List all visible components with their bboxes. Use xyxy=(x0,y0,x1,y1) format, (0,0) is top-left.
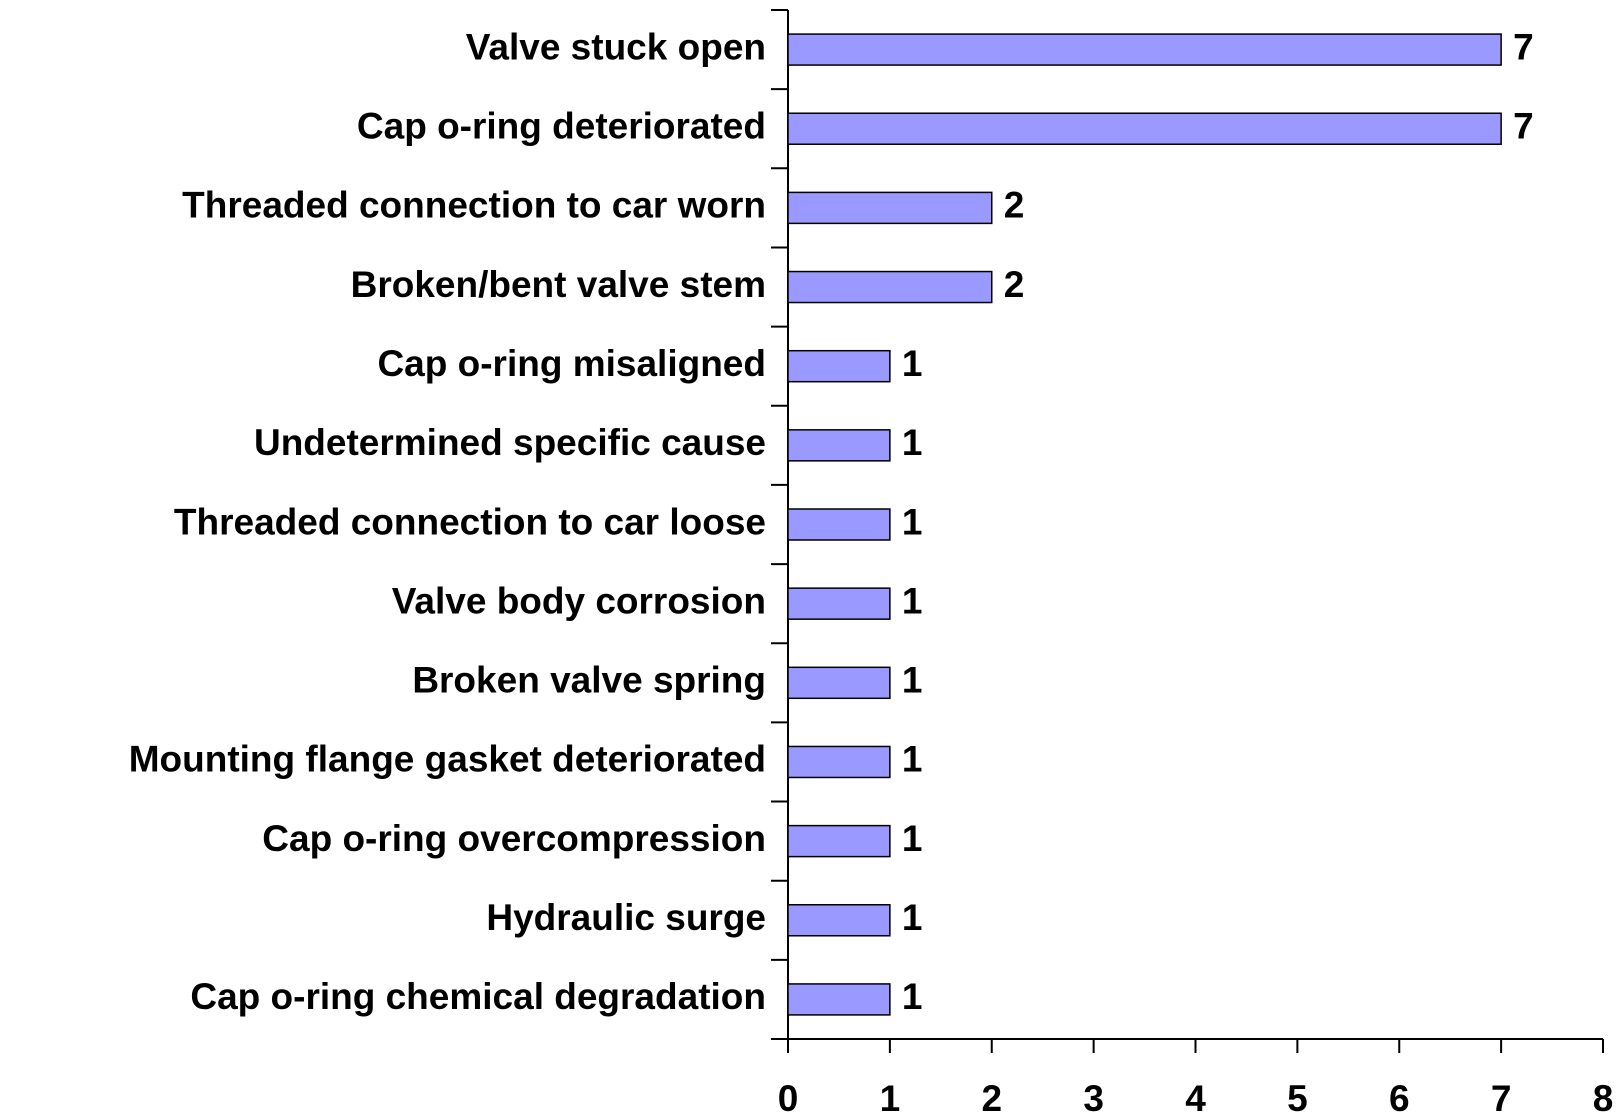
bar xyxy=(787,112,1502,145)
x-tick-label: 2 xyxy=(981,1078,1002,1119)
category-label: Broken/bent valve stem xyxy=(351,264,766,305)
x-tick-label: 6 xyxy=(1389,1078,1410,1119)
bar xyxy=(787,745,891,779)
data-label: 1 xyxy=(902,422,923,463)
category-label: Cap o-ring overcompression xyxy=(262,818,766,859)
category-label: Hydraulic surge xyxy=(486,897,766,938)
bar xyxy=(787,824,891,858)
data-label: 2 xyxy=(1004,264,1025,305)
x-tick-label: 7 xyxy=(1491,1078,1512,1119)
bar xyxy=(787,666,891,700)
category-label: Threaded connection to car worn xyxy=(182,185,766,226)
data-label: 7 xyxy=(1513,106,1534,147)
category-label: Threaded connection to car loose xyxy=(174,501,766,542)
data-label: 7 xyxy=(1513,26,1534,67)
category-label: Cap o-ring chemical degradation xyxy=(190,976,766,1017)
bar xyxy=(787,191,993,225)
x-tick-label: 0 xyxy=(778,1078,799,1119)
data-label: 1 xyxy=(902,501,923,542)
data-label: 1 xyxy=(902,739,923,780)
data-label: 1 xyxy=(902,343,923,384)
bar xyxy=(787,33,1502,66)
bar xyxy=(787,270,993,304)
category-label: Cap o-ring misaligned xyxy=(377,343,766,384)
bar xyxy=(787,904,891,937)
category-label: Mounting flange gasket deteriorated xyxy=(129,739,766,780)
data-label: 1 xyxy=(902,818,923,859)
x-tick-label: 5 xyxy=(1287,1078,1308,1119)
bar xyxy=(787,983,891,1016)
bar xyxy=(787,349,891,383)
data-label: 1 xyxy=(902,660,923,701)
bar xyxy=(787,508,891,541)
data-label: 1 xyxy=(902,976,923,1017)
x-tick-label: 4 xyxy=(1185,1078,1206,1119)
bar xyxy=(787,587,891,620)
category-label: Broken valve spring xyxy=(412,660,766,701)
category-label: Undetermined specific cause xyxy=(254,422,766,463)
x-tick-label: 8 xyxy=(1593,1078,1614,1119)
category-label: Valve body corrosion xyxy=(392,580,766,621)
category-label: Cap o-ring deteriorated xyxy=(357,106,766,147)
data-label: 1 xyxy=(902,580,923,621)
data-label: 2 xyxy=(1004,185,1025,226)
x-tick-label: 1 xyxy=(880,1078,901,1119)
data-label: 1 xyxy=(902,897,923,938)
category-label: Valve stuck open xyxy=(466,26,766,67)
bar xyxy=(787,429,891,462)
x-tick-label: 3 xyxy=(1083,1078,1104,1119)
